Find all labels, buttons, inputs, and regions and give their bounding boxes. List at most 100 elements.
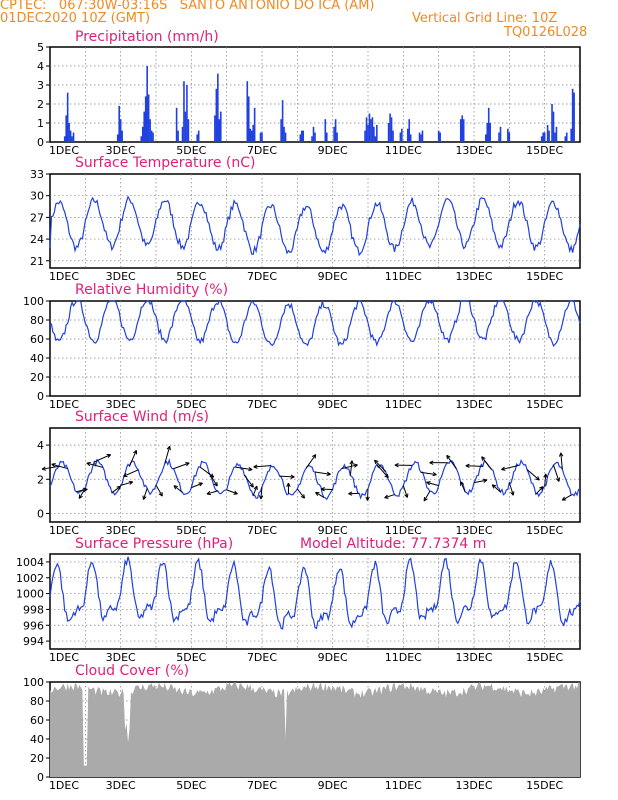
precip-bar — [65, 115, 67, 142]
pres-xtick-label: 3DEC — [106, 651, 136, 664]
precip-bar — [283, 126, 285, 142]
precip-bar — [421, 130, 424, 142]
temp-ytick-label: 30 — [30, 190, 44, 203]
precip-bar — [437, 130, 440, 142]
wind-arrow-head — [539, 486, 544, 491]
precip-bar — [365, 117, 368, 142]
precip-bar — [314, 132, 316, 142]
precip-bar — [281, 100, 284, 142]
precip-bar — [140, 136, 143, 142]
precip-bar — [217, 73, 219, 142]
wind-arrow-head — [543, 473, 548, 478]
wind-arrow-head — [51, 462, 56, 468]
temp-xtick-label: 3DEC — [106, 270, 136, 283]
wind-arrow — [560, 452, 563, 470]
precip-bar — [542, 132, 544, 142]
wind-arrow — [51, 463, 68, 470]
precip-bar — [370, 119, 372, 142]
precip-ytick-label: 3 — [37, 79, 44, 92]
wind-arrow-head — [423, 496, 428, 502]
wind-arrow-head — [233, 490, 238, 495]
wind-arrow-head — [326, 471, 331, 476]
cloud-xtick-label: 5DEC — [176, 779, 206, 792]
rh-ytick-label: 60 — [30, 333, 44, 346]
precip-xtick-label: 1DEC — [49, 144, 79, 157]
precip-bar — [246, 81, 249, 142]
precip-bar — [387, 123, 390, 142]
precip-bar — [459, 119, 462, 142]
cloud-title: Cloud Cover (%) — [75, 663, 189, 679]
precip-ytick-label: 5 — [37, 41, 44, 54]
header-line1: CPTEC: 067:30W-03:16S SANTO ANTONIO DO I… — [0, 0, 375, 13]
wind-arrow-head — [290, 474, 295, 479]
wind-arrow — [491, 484, 501, 493]
precip-bar — [484, 134, 487, 142]
wind-arrow-head — [320, 487, 325, 492]
precip-bar — [489, 123, 491, 142]
pres-ytick-label: 994 — [23, 635, 44, 648]
precip-bar — [175, 107, 178, 142]
precip-bar — [184, 111, 187, 142]
wind-arrow-head — [432, 471, 437, 477]
precip-bar — [177, 130, 179, 142]
rh-ytick-label: 80 — [30, 314, 44, 327]
precip-bar — [215, 88, 218, 142]
wind-arrow-head — [248, 466, 253, 472]
precip-bar — [187, 119, 190, 142]
cloud-area — [50, 682, 580, 777]
precip-bar — [146, 66, 148, 142]
precip-bar — [376, 124, 378, 142]
wind-arrow — [465, 465, 483, 467]
wind-arrow — [376, 464, 389, 479]
wind-arrow-head — [349, 460, 354, 465]
wind-arrow — [473, 479, 488, 484]
cloud-xtick-label: 3DEC — [106, 779, 136, 792]
wind-xtick-label: 13DEC — [455, 524, 492, 537]
rh-xtick-label: 1DEC — [49, 398, 79, 411]
precip-bar — [284, 132, 287, 142]
wind-arrow — [561, 494, 572, 501]
cloud-ytick-label: 100 — [23, 676, 44, 689]
wind-arrow-head — [300, 494, 306, 499]
wind-arrow — [173, 485, 183, 493]
wind-arrow-head — [501, 466, 506, 471]
precip-bar — [555, 126, 558, 142]
wind-arrow — [341, 464, 358, 470]
precip-bar — [261, 132, 263, 142]
precip-bar — [367, 124, 369, 142]
wind-arrow — [199, 466, 214, 478]
wind-arrow-head — [460, 481, 465, 486]
precip-bar — [399, 132, 402, 142]
precip-bar — [508, 132, 511, 142]
pres-ytick-label: 1002 — [16, 572, 44, 585]
wind-arrow — [420, 471, 437, 476]
wind-ytick-label: 2 — [37, 473, 44, 486]
temp-ytick-label: 27 — [30, 211, 44, 224]
cloud-ytick-label: 60 — [30, 714, 44, 727]
wind-arrow — [120, 481, 133, 486]
wind-arrow — [544, 473, 547, 487]
wind-arrow-head — [491, 484, 497, 489]
precip-bar — [364, 130, 366, 142]
precip-xtick-label: 13DEC — [455, 144, 492, 157]
wind-arrow — [314, 471, 331, 475]
wind-arrow-head — [253, 485, 258, 491]
pres-xtick-label: 9DEC — [318, 651, 348, 664]
wind-arrow — [553, 464, 560, 482]
precip-bar — [312, 126, 315, 142]
precip-bar — [546, 124, 549, 142]
wind-arrow-head — [206, 490, 212, 496]
wind-xtick-label: 1DEC — [49, 524, 79, 537]
wind-arrow-head — [555, 477, 561, 482]
precip-bar — [374, 136, 377, 142]
rh-series-line — [49, 299, 581, 348]
precip-bar — [368, 113, 371, 142]
cloud-xtick-label: 9DEC — [318, 779, 348, 792]
wind-arrow — [423, 491, 431, 502]
precip-bar — [573, 92, 575, 142]
precip-xtick-label: 11DEC — [385, 144, 422, 157]
wind-arrow — [123, 469, 139, 477]
wind-arrow — [206, 490, 218, 495]
wind-arrow — [142, 488, 148, 500]
